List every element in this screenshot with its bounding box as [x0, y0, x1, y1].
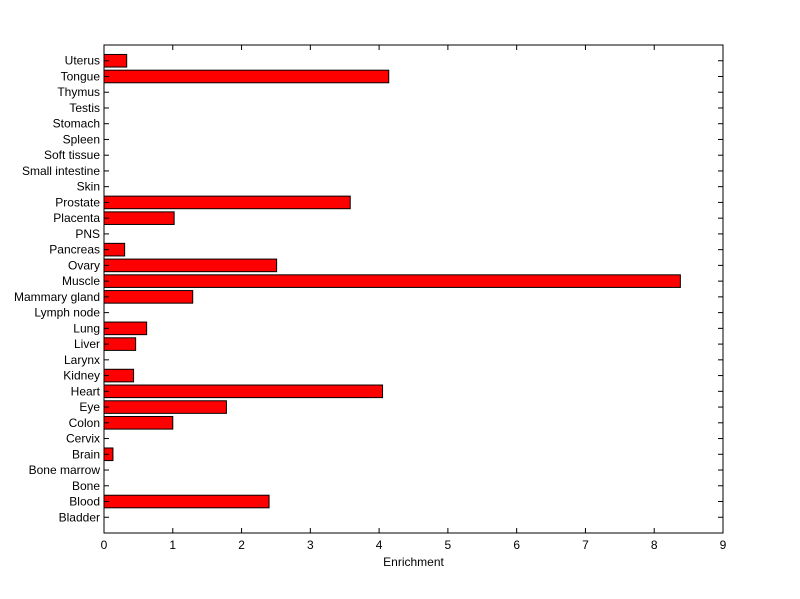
x-tick-label: 4 [376, 538, 383, 552]
bar-colon [103, 416, 174, 430]
x-tick-label: 5 [445, 538, 452, 552]
x-tick-label: 1 [169, 538, 176, 552]
y-tick-label: Uterus [65, 54, 100, 68]
x-tick-label: 6 [513, 538, 520, 552]
bar-prostate [103, 195, 351, 210]
x-tick-label: 7 [582, 538, 589, 552]
y-tick-label: Liver [74, 337, 100, 351]
y-tick-label: Prostate [55, 195, 100, 209]
bar-blood [103, 494, 270, 509]
y-tick-label: Muscle [62, 274, 100, 288]
y-tick-label: Stomach [53, 117, 100, 131]
bar-muscle [103, 274, 681, 288]
y-tick-label: Heart [71, 384, 101, 398]
bars-group [103, 53, 681, 509]
bar-heart [103, 384, 384, 399]
y-tick-label: Placenta [53, 211, 100, 225]
y-tick-label: Lung [73, 321, 100, 335]
bar-mammary-gland [103, 290, 194, 304]
bar-eye [103, 400, 227, 414]
y-tick-label: PNS [75, 227, 100, 241]
plot-frame [103, 44, 724, 534]
bar-lung [103, 321, 148, 336]
y-tick-label: Colon [69, 416, 100, 430]
x-axis-ticks: 0 1 2 3 4 5 6 7 8 9 [101, 45, 727, 552]
bar-placenta [103, 211, 175, 225]
y-tick-label: Lymph node [34, 306, 100, 320]
y-tick-label: Cervix [66, 432, 100, 446]
y-tick-label: Blood [69, 495, 100, 509]
y-tick-label: Ovary [68, 258, 100, 272]
y-tick-label: Bladder [59, 510, 100, 524]
bar-ovary [103, 258, 278, 273]
y-tick-label: Small intestine [22, 164, 100, 178]
y-tick-label: Eye [79, 400, 100, 414]
y-tick-label: Kidney [63, 369, 100, 383]
y-tick-label: Spleen [63, 132, 100, 146]
y-tick-label: Bone [72, 479, 100, 493]
x-tick-label: 3 [307, 538, 314, 552]
y-tick-label: Bone marrow [29, 463, 101, 477]
x-axis-label: Enrichment [383, 555, 444, 569]
y-tick-label: Tongue [61, 69, 101, 83]
y-tick-label: Mammary gland [14, 290, 100, 304]
y-tick-label: Soft tissue [44, 148, 100, 162]
x-tick-label: 2 [238, 538, 245, 552]
y-tick-label: Skin [77, 180, 100, 194]
y-tick-label: Larynx [64, 353, 100, 367]
x-tick-label: 0 [101, 538, 108, 552]
y-tick-label: Brain [72, 447, 100, 461]
y-tick-label: Pancreas [49, 243, 100, 257]
bar-tongue [103, 69, 390, 84]
y-tick-label: Thymus [57, 85, 100, 99]
x-tick-label: 8 [651, 538, 658, 552]
x-tick-label: 9 [720, 538, 727, 552]
y-tick-label: Testis [69, 101, 100, 115]
